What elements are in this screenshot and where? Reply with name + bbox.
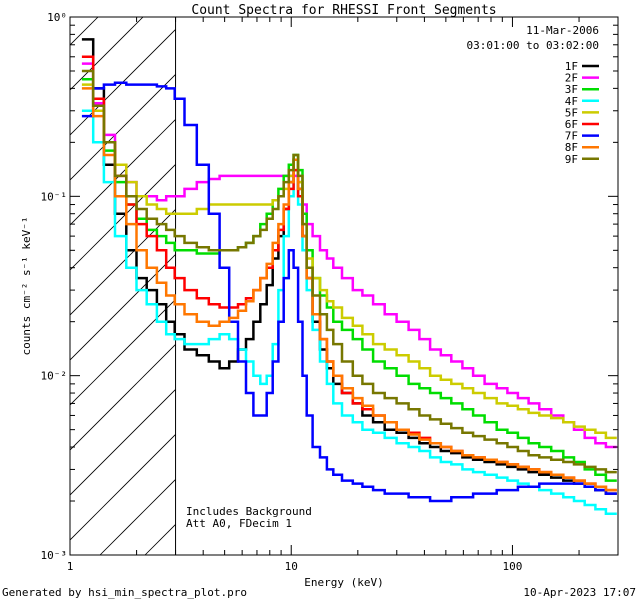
- legend-label-7f: 7F: [565, 130, 578, 143]
- series-line-1f: [81, 38, 617, 495]
- series-line-8f: [81, 87, 617, 492]
- annotation-attenuator: Att A0, FDecim 1: [186, 517, 292, 530]
- legend-label-8f: 8F: [565, 141, 578, 154]
- y-tick-label: 10⁻³: [41, 549, 68, 562]
- annotation-background: Includes Background: [186, 505, 312, 518]
- legend-label-1f: 1F: [565, 60, 578, 73]
- series-line-2f: [81, 62, 617, 449]
- y-tick-label: 10⁻²: [41, 370, 68, 383]
- x-axis-label: Energy (keV): [304, 576, 383, 589]
- series-line-9f: [81, 69, 617, 474]
- hatch-line: [70, 343, 176, 451]
- legend-label-6f: 6F: [565, 118, 578, 131]
- plot-frame: [69, 16, 619, 556]
- legend-label-2f: 2F: [565, 72, 578, 85]
- hatch-line: [70, 118, 176, 226]
- y-tick-label: 10⁻¹: [41, 190, 68, 203]
- footer-generated-by: Generated by hsi_min_spectra_plot.pro: [2, 586, 247, 599]
- footer-timestamp: 10-Apr-2023 17:07: [523, 586, 636, 599]
- chart-title: Count Spectra for RHESSI Front Segments: [191, 3, 496, 18]
- legend-label-9f: 9F: [565, 153, 578, 166]
- legend-label-4f: 4F: [565, 95, 578, 108]
- hatch-line: [70, 388, 176, 496]
- series-line-5f: [81, 83, 617, 440]
- hatch-line: [70, 433, 176, 541]
- x-tick-label: 100: [503, 560, 523, 573]
- legend-label-3f: 3F: [565, 83, 578, 96]
- x-tick-label: 1: [67, 560, 74, 573]
- date-label: 11-Mar-2006: [526, 24, 599, 37]
- time-range-label: 03:01:00 to 03:02:00: [467, 39, 599, 52]
- x-tick-label: 10: [285, 560, 298, 573]
- legend-label-5f: 5F: [565, 106, 578, 119]
- series-line-7f: [81, 81, 617, 503]
- y-tick-label: 10⁰: [47, 11, 67, 24]
- y-axis-label: counts cm⁻² s⁻¹ keV⁻¹: [20, 216, 33, 355]
